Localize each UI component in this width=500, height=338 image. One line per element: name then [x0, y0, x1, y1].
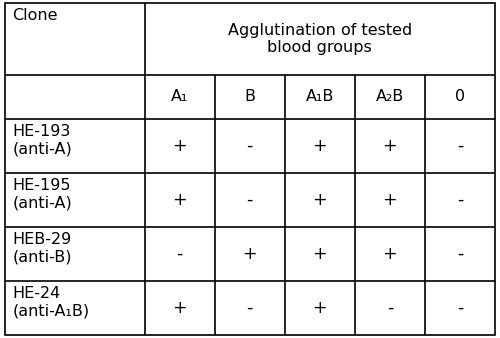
Text: +: + — [172, 191, 187, 209]
Text: -: - — [457, 245, 463, 263]
Text: +: + — [312, 191, 327, 209]
Text: +: + — [242, 245, 257, 263]
Text: A₂B: A₂B — [376, 89, 404, 104]
Text: -: - — [246, 191, 253, 209]
Text: A₁B: A₁B — [306, 89, 334, 104]
Text: +: + — [172, 137, 187, 155]
Text: -: - — [176, 245, 183, 263]
Text: -: - — [457, 137, 463, 155]
Text: +: + — [312, 245, 327, 263]
Text: -: - — [246, 299, 253, 317]
Text: -: - — [246, 137, 253, 155]
Text: HEB-29
(anti-B): HEB-29 (anti-B) — [12, 232, 72, 264]
Text: Clone: Clone — [12, 8, 58, 23]
Text: +: + — [382, 137, 397, 155]
Text: HE-24
(anti-A₁B): HE-24 (anti-A₁B) — [12, 286, 90, 318]
Text: +: + — [382, 191, 397, 209]
Text: -: - — [457, 191, 463, 209]
Text: Agglutination of tested
blood groups: Agglutination of tested blood groups — [228, 23, 412, 55]
Text: +: + — [312, 299, 327, 317]
Text: -: - — [457, 299, 463, 317]
Text: 0: 0 — [455, 89, 465, 104]
Text: HE-195
(anti-A): HE-195 (anti-A) — [12, 178, 72, 210]
Text: HE-193
(anti-A): HE-193 (anti-A) — [12, 124, 72, 156]
Text: A₁: A₁ — [171, 89, 188, 104]
Text: -: - — [386, 299, 393, 317]
Text: +: + — [382, 245, 397, 263]
Text: B: B — [244, 89, 256, 104]
Text: +: + — [312, 137, 327, 155]
Text: +: + — [172, 299, 187, 317]
